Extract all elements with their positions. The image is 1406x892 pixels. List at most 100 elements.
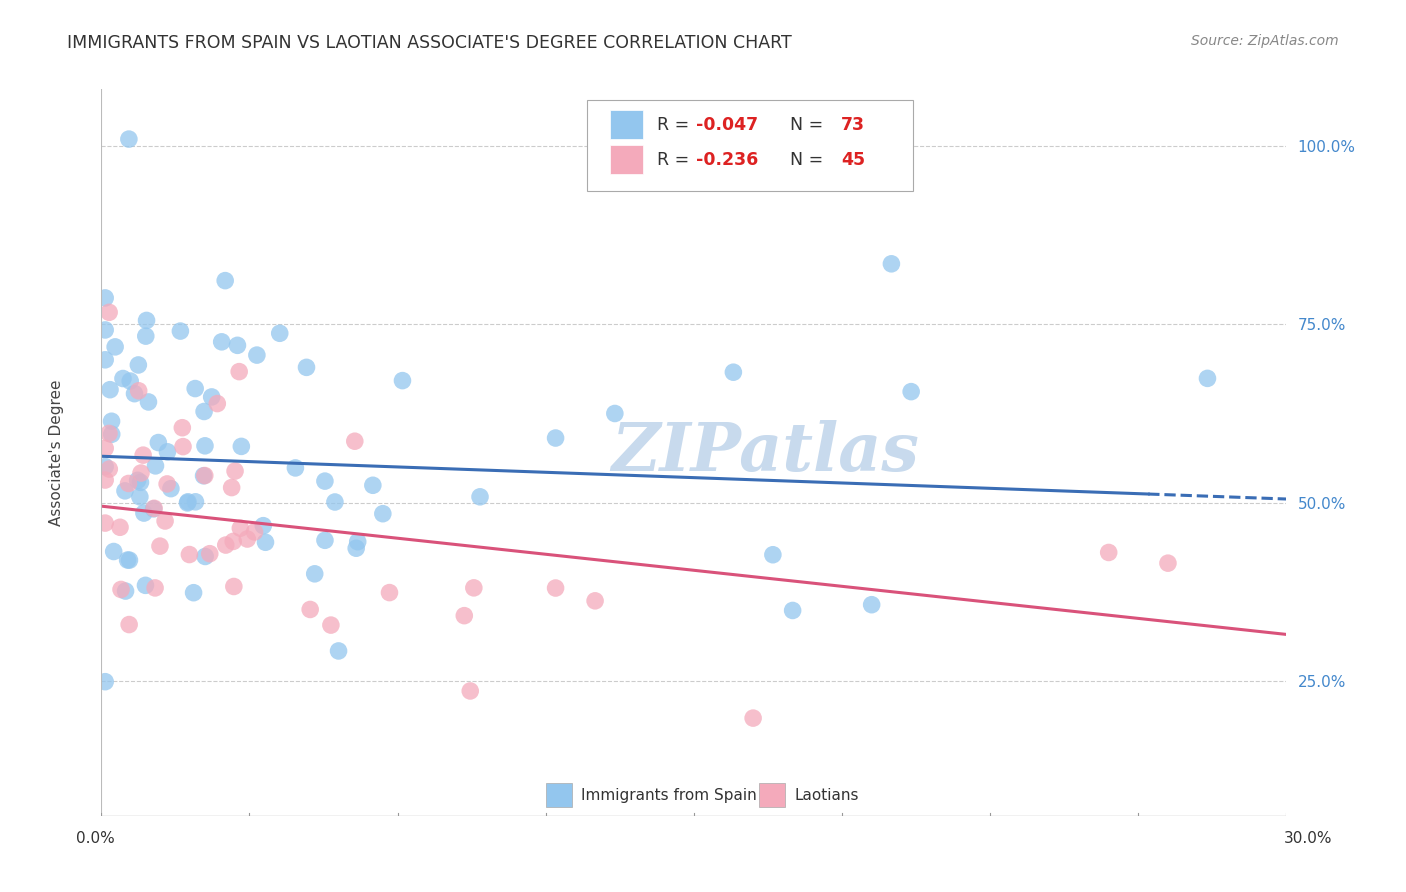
Text: R =: R =	[657, 151, 695, 169]
Point	[860, 598, 883, 612]
Point	[284, 461, 307, 475]
Point	[98, 426, 121, 441]
Point	[103, 544, 125, 558]
Point	[900, 384, 922, 399]
Point	[544, 431, 567, 445]
Point	[215, 538, 238, 552]
Point	[252, 518, 274, 533]
Point	[184, 495, 207, 509]
Point	[132, 448, 155, 462]
Point	[453, 608, 475, 623]
Point	[114, 483, 136, 498]
Point	[108, 520, 131, 534]
Point	[304, 566, 326, 581]
Point	[156, 444, 179, 458]
Point	[221, 481, 243, 495]
Point	[222, 580, 245, 594]
Point	[211, 334, 233, 349]
Point	[117, 553, 139, 567]
Text: 0.0%: 0.0%	[76, 831, 115, 846]
Point	[135, 329, 157, 343]
Point	[378, 585, 401, 599]
Point	[723, 365, 745, 379]
Point	[468, 490, 491, 504]
Point	[149, 539, 172, 553]
Bar	[610, 145, 643, 174]
Point	[371, 507, 394, 521]
Point	[207, 396, 229, 410]
Point	[153, 514, 176, 528]
Text: N =: N =	[779, 151, 830, 169]
Point	[145, 458, 167, 473]
Point	[94, 442, 117, 456]
Point	[228, 365, 250, 379]
Point	[193, 468, 215, 483]
Point	[463, 581, 485, 595]
Point	[128, 384, 150, 398]
Point	[177, 495, 200, 509]
Bar	[610, 111, 643, 139]
Point	[236, 532, 259, 546]
Point	[254, 535, 277, 549]
Point	[194, 468, 217, 483]
Point	[179, 548, 201, 562]
Point	[391, 374, 413, 388]
Point	[323, 495, 346, 509]
Point	[143, 501, 166, 516]
Point	[120, 374, 142, 388]
Point	[138, 395, 160, 409]
Point	[299, 602, 322, 616]
Point	[142, 501, 165, 516]
Bar	[546, 783, 572, 807]
Point	[111, 371, 134, 385]
Point	[98, 462, 121, 476]
Point	[94, 352, 117, 367]
Point	[583, 594, 606, 608]
Point	[148, 435, 170, 450]
Point	[314, 533, 336, 548]
Point	[110, 582, 132, 597]
Point	[169, 324, 191, 338]
Point	[114, 584, 136, 599]
Point	[762, 548, 785, 562]
Point	[176, 496, 198, 510]
Point	[100, 427, 122, 442]
Text: IMMIGRANTS FROM SPAIN VS LAOTIAN ASSOCIATE'S DEGREE CORRELATION CHART: IMMIGRANTS FROM SPAIN VS LAOTIAN ASSOCIA…	[67, 34, 792, 52]
Text: 30.0%: 30.0%	[1284, 831, 1331, 846]
Point	[243, 524, 266, 539]
Point	[156, 477, 179, 491]
Point	[100, 414, 122, 428]
Point	[544, 581, 567, 595]
Point	[127, 473, 149, 487]
Point	[229, 521, 252, 535]
Point	[194, 549, 217, 564]
Point	[160, 482, 183, 496]
Point	[314, 474, 336, 488]
Point	[880, 257, 903, 271]
Point	[129, 466, 152, 480]
Text: N =: N =	[779, 116, 830, 134]
Point	[458, 684, 481, 698]
Point	[184, 382, 207, 396]
Text: -0.047: -0.047	[696, 116, 758, 134]
Point	[269, 326, 291, 341]
Text: Laotians: Laotians	[794, 789, 859, 804]
Point	[135, 313, 157, 327]
Point	[94, 459, 117, 474]
Text: 73: 73	[841, 116, 865, 134]
Point	[98, 305, 121, 319]
Point	[128, 490, 150, 504]
Point	[224, 464, 246, 478]
Text: Immigrants from Spain: Immigrants from Spain	[581, 789, 756, 804]
Point	[1098, 545, 1121, 559]
Bar	[759, 783, 785, 807]
Point	[118, 132, 141, 146]
Point	[183, 585, 205, 599]
Point	[295, 360, 318, 375]
Text: R =: R =	[657, 116, 695, 134]
Point	[1197, 371, 1219, 385]
Point	[231, 439, 253, 453]
Point	[98, 383, 121, 397]
Text: Associate's Degree: Associate's Degree	[49, 379, 63, 526]
Point	[198, 547, 221, 561]
